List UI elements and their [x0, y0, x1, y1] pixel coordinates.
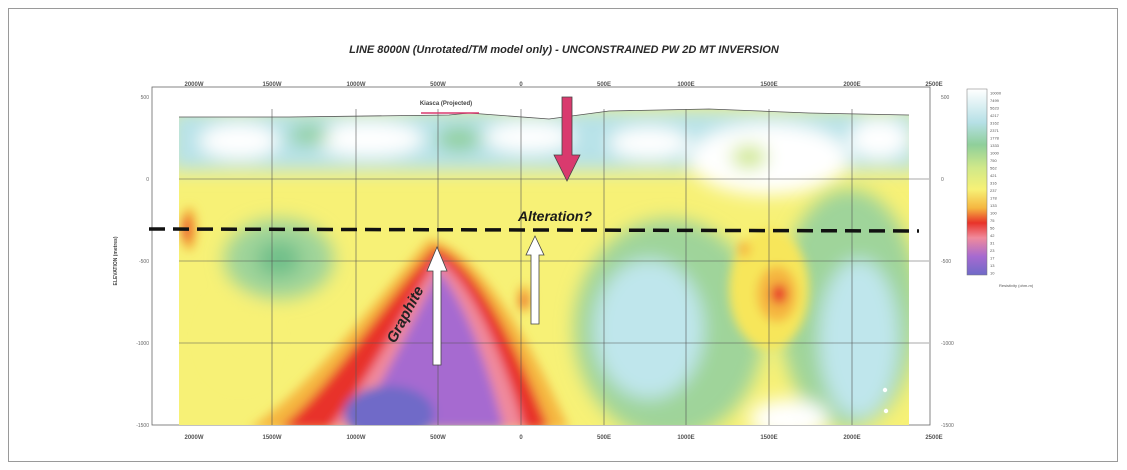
- x-tick-label: 2000W: [184, 82, 203, 88]
- x-tick-label: 1000E: [677, 435, 694, 441]
- y-tick-label: -1000: [136, 341, 149, 347]
- x-tick-label: 0: [519, 435, 523, 441]
- legend-value-label: 316: [990, 181, 997, 186]
- x-tick-label: 0: [519, 82, 523, 88]
- x-axis-bottom: 2000W 1500W 1000W 500W 0 500E 1000E 1500…: [184, 435, 942, 441]
- x-axis-top: 2000W 1500W 1000W 500W 0 500E 1000E 1500…: [184, 82, 942, 88]
- marker-dot: [882, 387, 888, 393]
- x-tick-label: 500E: [597, 435, 611, 441]
- y-tick-label: -500: [941, 259, 951, 265]
- y-axis-right: 500 0 -500 -1000 -1500: [941, 95, 954, 429]
- x-tick-label: 500W: [430, 435, 446, 441]
- topography-line: [179, 108, 910, 120]
- legend-value-label: 4217: [990, 113, 1000, 118]
- x-tick-label: 1000W: [346, 82, 365, 88]
- legend-value-label: 75: [990, 218, 995, 223]
- y-axis-label: ELEVATION (metres): [113, 236, 119, 285]
- legend-colorbar: [966, 88, 988, 276]
- legend-value-label: 237: [990, 188, 997, 193]
- y-tick-label: -500: [139, 259, 149, 265]
- x-tick-label: 500W: [430, 82, 446, 88]
- legend-value-label: 10000: [990, 91, 1002, 96]
- y-tick-label: 500: [941, 95, 950, 101]
- legend-value-label: 133: [990, 203, 997, 208]
- y-tick-label: 0: [941, 177, 944, 183]
- legend-value-label: 42: [990, 233, 995, 238]
- up-arrow-icon: [426, 245, 448, 366]
- legend-value-label: 5623: [990, 106, 1000, 111]
- resistivity-legend: 1000074995623421731622371177813331000750…: [966, 88, 1034, 288]
- x-tick-label: 2500E: [925, 82, 942, 88]
- y-tick-label: 0: [146, 177, 149, 183]
- x-tick-label: 1500W: [262, 82, 281, 88]
- y-tick-label: -1500: [136, 423, 149, 429]
- x-tick-label: 1500W: [262, 435, 281, 441]
- legend-labels: 1000074995623421731622371177813331000750…: [990, 91, 1002, 276]
- y-tick-label: -1500: [941, 423, 954, 429]
- x-tick-label: 500E: [597, 82, 611, 88]
- legend-units-label: Resistivity (ohm-m): [999, 283, 1034, 288]
- x-tick-label: 1000E: [677, 82, 694, 88]
- mt-inversion-section: LINE 8000N (Unrotated/TM model only) - U…: [113, 44, 1034, 441]
- legend-value-label: 750: [990, 158, 997, 163]
- x-tick-label: 2000E: [843, 82, 860, 88]
- legend-value-label: 1333: [990, 143, 1000, 148]
- legend-value-label: 178: [990, 196, 997, 201]
- prospect-label: Kiasca (Projected): [420, 101, 472, 107]
- legend-value-label: 17: [990, 256, 995, 261]
- legend-value-label: 1000: [990, 151, 1000, 156]
- x-tick-label: 2000E: [843, 435, 860, 441]
- legend-value-label: 3162: [990, 121, 1000, 126]
- figure-title: LINE 8000N (Unrotated/TM model only) - U…: [349, 44, 780, 56]
- resistivity-model: [179, 109, 909, 425]
- y-tick-label: -1000: [941, 341, 954, 347]
- legend-value-label: 100: [990, 211, 997, 216]
- x-tick-label: 2500E: [925, 435, 942, 441]
- y-tick-label: 500: [141, 95, 150, 101]
- legend-value-label: 7499: [990, 98, 1000, 103]
- x-tick-label: 2000W: [184, 435, 203, 441]
- legend-value-label: 13: [990, 263, 995, 268]
- legend-value-label: 23: [990, 248, 995, 253]
- legend-value-label: 421: [990, 173, 997, 178]
- alteration-dashed-line: [148, 227, 920, 233]
- y-axis-left: 500 0 -500 -1000 -1500: [136, 95, 149, 429]
- marker-dot: [883, 408, 889, 414]
- legend-value-label: 2371: [990, 128, 1000, 133]
- legend-value-label: 10: [990, 271, 995, 276]
- legend-value-label: 562: [990, 166, 997, 171]
- x-tick-label: 1000W: [346, 435, 365, 441]
- figure-frame: LINE 8000N (Unrotated/TM model only) - U…: [8, 8, 1118, 462]
- up-arrow-icon: [525, 235, 545, 325]
- legend-value-label: 56: [990, 226, 995, 231]
- x-tick-label: 1500E: [760, 82, 777, 88]
- legend-value-label: 1778: [990, 136, 1000, 141]
- legend-value-label: 31: [990, 241, 995, 246]
- x-tick-label: 1500E: [760, 435, 777, 441]
- alteration-label: Alteration?: [517, 208, 592, 224]
- down-arrow-icon: [553, 96, 581, 182]
